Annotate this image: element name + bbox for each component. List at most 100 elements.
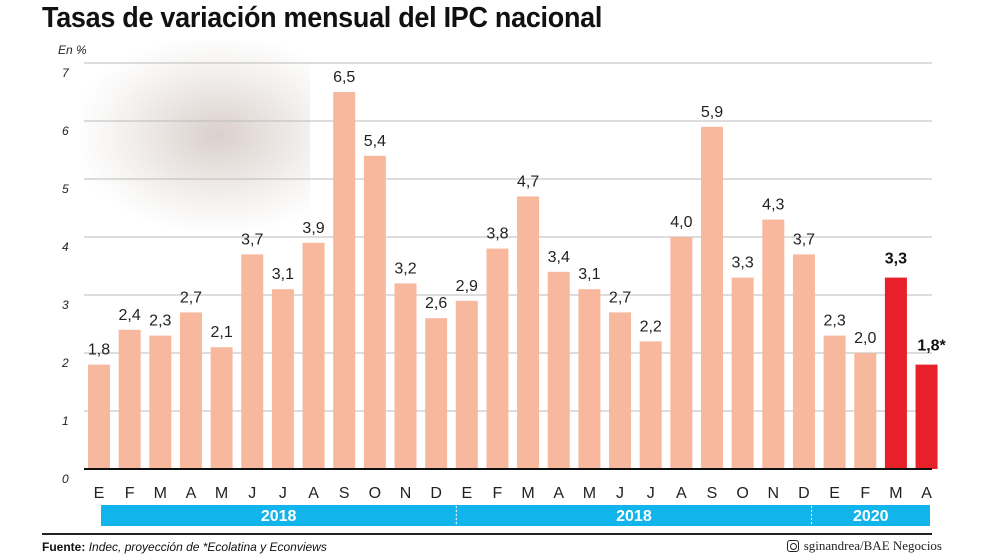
year-band (456, 505, 812, 526)
x-tick-label: A (186, 485, 197, 502)
data-label: 4,3 (762, 197, 784, 214)
year-label: 2018 (261, 508, 297, 525)
y-tick-label: 0 (62, 472, 69, 486)
bar (210, 347, 233, 469)
year-label: 2018 (616, 508, 652, 525)
x-tick-label: N (768, 485, 780, 502)
bar (302, 242, 325, 469)
data-label: 5,9 (701, 104, 723, 121)
x-tick-label: E (829, 485, 840, 502)
y-tick-label: 7 (62, 66, 70, 80)
data-label: 3,9 (302, 220, 324, 237)
y-tick-label: 2 (61, 356, 69, 370)
data-label: 3,1 (272, 266, 294, 283)
bar (118, 329, 141, 469)
data-label: 2,3 (149, 313, 171, 330)
x-tick-label: N (400, 485, 412, 502)
x-tick-label: S (707, 485, 718, 502)
bar (609, 312, 632, 469)
instagram-icon (786, 540, 799, 552)
data-label: 3,4 (548, 249, 570, 266)
source-note: Fuente: Indec, proyección de *Ecolatina … (42, 540, 327, 554)
y-tick-label: 1 (62, 414, 69, 428)
x-tick-label: D (430, 485, 442, 502)
data-label: 2,4 (119, 307, 141, 324)
bar (762, 219, 785, 469)
bar (486, 248, 509, 469)
data-label: 1,8* (917, 338, 946, 355)
bar (701, 126, 723, 470)
data-label: 3,1 (578, 266, 600, 283)
x-tick-label: F (860, 485, 870, 502)
x-tick-label: A (676, 485, 687, 502)
data-label: 5,4 (364, 133, 386, 150)
chart-title: Tasas de variación mensual del IPC nacio… (42, 2, 603, 34)
x-tick-label: J (279, 485, 287, 502)
data-label: 3,3 (732, 255, 754, 272)
bar (792, 254, 815, 469)
bar (179, 312, 202, 469)
x-tick-label: O (736, 485, 748, 502)
year-label: 2020 (853, 508, 889, 525)
data-label: 3,2 (394, 260, 416, 277)
data-label: 2,3 (823, 313, 845, 330)
y-tick-label: 3 (62, 298, 69, 312)
bar (363, 155, 386, 470)
bar (271, 289, 294, 469)
bar (823, 335, 846, 469)
credit-text: sginandrea/BAE Negocios (803, 538, 942, 553)
bar (915, 364, 938, 469)
source-label: Fuente: (42, 540, 86, 554)
data-label: 3,3 (885, 251, 907, 268)
x-tick-label: A (921, 485, 932, 502)
data-label: 2,7 (180, 289, 202, 306)
x-tick-label: M (521, 485, 534, 502)
bar (884, 277, 907, 469)
bar (394, 283, 417, 469)
bar (639, 341, 662, 469)
source-text: Indec, proyección de *Ecolatina y Econvi… (88, 540, 327, 554)
bar (670, 237, 693, 469)
data-label: 3,8 (486, 226, 508, 243)
data-label: 2,6 (425, 295, 447, 312)
x-tick-label: S (339, 485, 350, 502)
y-axis-label: En % (58, 43, 87, 57)
x-tick-label: M (889, 485, 902, 502)
shopping-cart-photo (80, 40, 310, 230)
data-label: 2,2 (640, 318, 662, 335)
x-tick-label: J (616, 485, 624, 502)
x-tick-label: E (94, 485, 105, 502)
x-tick-label: O (369, 485, 381, 502)
y-tick-label: 6 (62, 124, 69, 138)
bar-chart: En % 0 1 2 3 4 5 6 7 1,8 E 2,4 F 2,3 M 2,7 A 2,1 M 3,7 J 3,1 J… (58, 43, 947, 526)
bar (149, 335, 172, 469)
x-tick-label: M (583, 485, 596, 502)
data-label: 1,8 (88, 342, 110, 359)
x-tick-label: E (461, 485, 472, 502)
bar (425, 318, 448, 469)
bar (88, 364, 110, 469)
data-label: 6,5 (333, 69, 355, 86)
data-label: 4,7 (517, 173, 539, 190)
x-tick-label: M (154, 485, 167, 502)
data-label: 4,0 (670, 214, 692, 231)
data-label: 2,9 (456, 278, 478, 295)
x-tick-label: F (125, 485, 135, 502)
y-tick-label: 4 (62, 240, 69, 254)
year-band (101, 505, 457, 526)
data-label: 3,7 (793, 231, 815, 248)
y-tick-label: 5 (62, 182, 69, 196)
x-tick-label: F (493, 485, 503, 502)
bar (547, 271, 570, 469)
credit: sginandrea/BAE Negocios (786, 538, 942, 554)
x-tick-label: J (248, 485, 256, 502)
footer-divider (42, 533, 932, 535)
data-label: 3,7 (241, 231, 263, 248)
x-tick-label: M (215, 485, 228, 502)
x-tick-label: J (647, 485, 655, 502)
bar (455, 300, 478, 469)
data-label: 2,1 (210, 324, 232, 341)
year-band (811, 505, 930, 526)
bar (517, 196, 540, 469)
x-tick-label: D (798, 485, 810, 502)
